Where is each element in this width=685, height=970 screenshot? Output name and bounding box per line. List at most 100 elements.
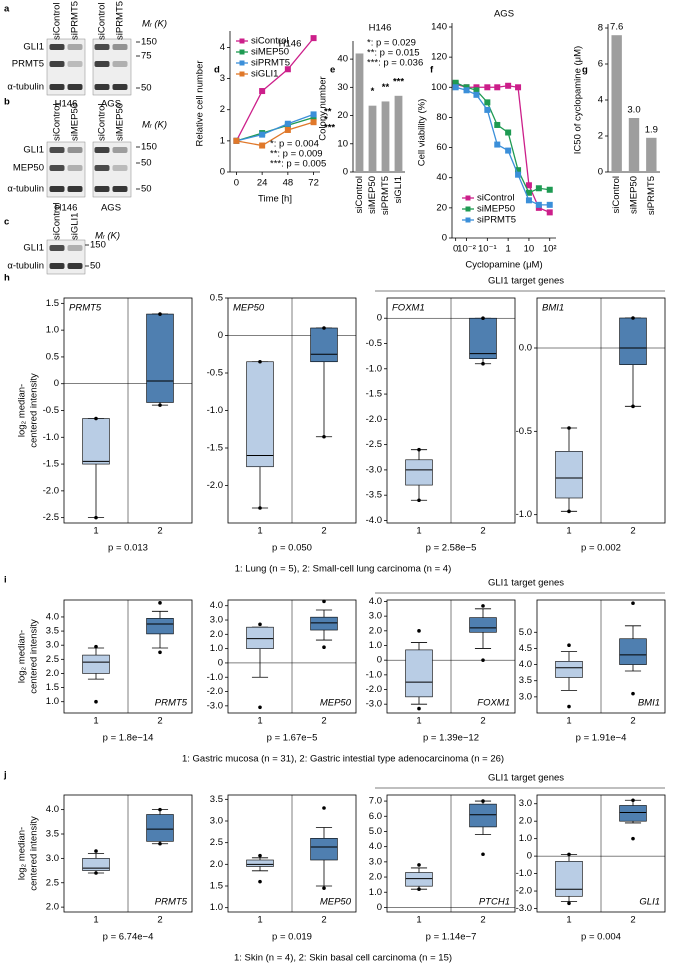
cell-line-label: H146 <box>55 203 78 214</box>
data-point <box>546 209 553 216</box>
band <box>67 245 83 251</box>
outlier-point <box>631 798 635 803</box>
outlier-point <box>631 404 635 409</box>
protein-label: GLI1 <box>23 145 44 156</box>
y-tick-label: 0 <box>218 330 223 341</box>
x-tick-label: 0 <box>234 178 239 189</box>
data-point <box>484 106 491 113</box>
gene-label: BMI1 <box>542 303 564 314</box>
outlier-point <box>567 704 571 709</box>
y-tick-label: 0 <box>598 167 603 178</box>
legend-marker <box>465 217 471 223</box>
panel-label: i <box>4 575 7 586</box>
box <box>619 638 647 665</box>
p-value: p = 0.050 <box>272 543 312 554</box>
y-tick-label: -0.5 <box>366 338 382 349</box>
y-tick-label: -0.5 <box>516 426 532 437</box>
lane-label: siControl <box>52 104 63 142</box>
y-tick-label: -2.5 <box>43 512 59 523</box>
lane-label: siGLI1 <box>70 213 81 240</box>
y-tick-label: -1.0 <box>207 672 223 683</box>
x-tick-label: 1 <box>93 526 98 537</box>
chart-title: AGS <box>494 9 514 20</box>
outlier-point <box>481 852 485 857</box>
outlier-point <box>94 515 98 520</box>
y-axis-label: centered intensity <box>29 373 40 448</box>
outlier-point <box>94 416 98 421</box>
y-axis-label: IC50 of cyclopamine (μM) <box>573 46 584 154</box>
y-axis-label: centered intensity <box>29 816 40 891</box>
outlier-point <box>567 643 571 647</box>
y-tick-label: 2 <box>220 104 225 115</box>
box <box>246 859 274 867</box>
protein-label: GLI1 <box>23 243 44 254</box>
row-header: GLI1 target genes <box>488 773 564 784</box>
box <box>405 459 433 486</box>
outlier-point <box>631 836 635 841</box>
x-tick-label: 10⁻² <box>457 244 476 255</box>
bar <box>611 35 622 173</box>
band <box>49 147 65 153</box>
band <box>49 84 65 90</box>
x-tick-label: 1 <box>93 716 98 727</box>
y-tick-label: 2.0 <box>210 629 223 640</box>
y-tick-label: -2.0 <box>207 480 223 491</box>
x-tick-label: siControl <box>611 176 622 214</box>
x-tick-label: siGLI1 <box>393 176 404 203</box>
y-tick-label: 3 <box>220 73 225 84</box>
y-tick-label: 0 <box>442 233 447 244</box>
box <box>310 616 338 631</box>
data-point <box>515 171 522 178</box>
cell-line-label: AGS <box>101 203 121 214</box>
mw-unit: Mᵣ (K) <box>142 19 167 30</box>
data-point <box>525 182 532 189</box>
bar <box>368 105 377 172</box>
outlier-point <box>417 498 421 503</box>
band <box>67 61 83 67</box>
y-tick-label: 1.0 <box>210 902 223 913</box>
y-tick-label: 0 <box>54 378 59 389</box>
mw-marker: 50 <box>90 261 101 272</box>
protein-label: α-tubulin <box>7 184 44 195</box>
p-value: p = 0.004 <box>581 932 621 943</box>
cell-line-label: H146 <box>55 99 78 110</box>
y-tick-label: 1.0 <box>519 833 532 844</box>
outlier-point <box>417 887 421 892</box>
footnote: 1: Gastric mucosa (n = 31), 2: Gastric i… <box>182 754 504 765</box>
data-point <box>473 91 480 98</box>
x-tick-label: 2 <box>630 716 635 727</box>
significance: ** <box>324 107 332 118</box>
band <box>112 186 128 192</box>
y-tick-label: 1 <box>220 135 225 146</box>
y-tick-label: 4.0 <box>46 611 59 622</box>
band <box>67 186 83 192</box>
mw-unit: Mᵣ (K) <box>142 120 167 131</box>
outlier-point <box>567 852 571 857</box>
y-tick-label: 1.0 <box>46 696 59 707</box>
legend-label: siMEP50 <box>251 47 289 58</box>
y-tick-label: -2.0 <box>43 485 59 496</box>
gene-label: FOXM1 <box>477 698 510 709</box>
legend-label: siGLI1 <box>251 69 278 80</box>
x-tick-label: 2 <box>321 526 326 537</box>
x-tick-label: 1 <box>566 915 571 926</box>
band <box>94 44 110 50</box>
y-axis-label: Cell viability (%) <box>417 99 428 167</box>
data-point <box>284 120 291 127</box>
y-tick-label: 3.0 <box>46 853 59 864</box>
data-point <box>505 82 512 89</box>
y-tick-label: 0.0 <box>519 343 532 354</box>
y-tick-label: 20 <box>337 110 348 121</box>
y-tick-label: -1.0 <box>366 363 382 374</box>
legend-marker <box>239 60 245 66</box>
y-tick-label: -1.0 <box>366 669 382 680</box>
y-tick-label: 0 <box>377 313 382 324</box>
y-tick-label: 1.5 <box>210 881 223 892</box>
legend-marker <box>239 71 245 77</box>
outlier-point <box>258 705 262 710</box>
y-tick-label: 30 <box>337 82 348 93</box>
outlier-point <box>94 849 98 853</box>
y-axis-label: log₂ median- <box>17 384 28 437</box>
y-tick-label: 4.0 <box>519 659 532 670</box>
